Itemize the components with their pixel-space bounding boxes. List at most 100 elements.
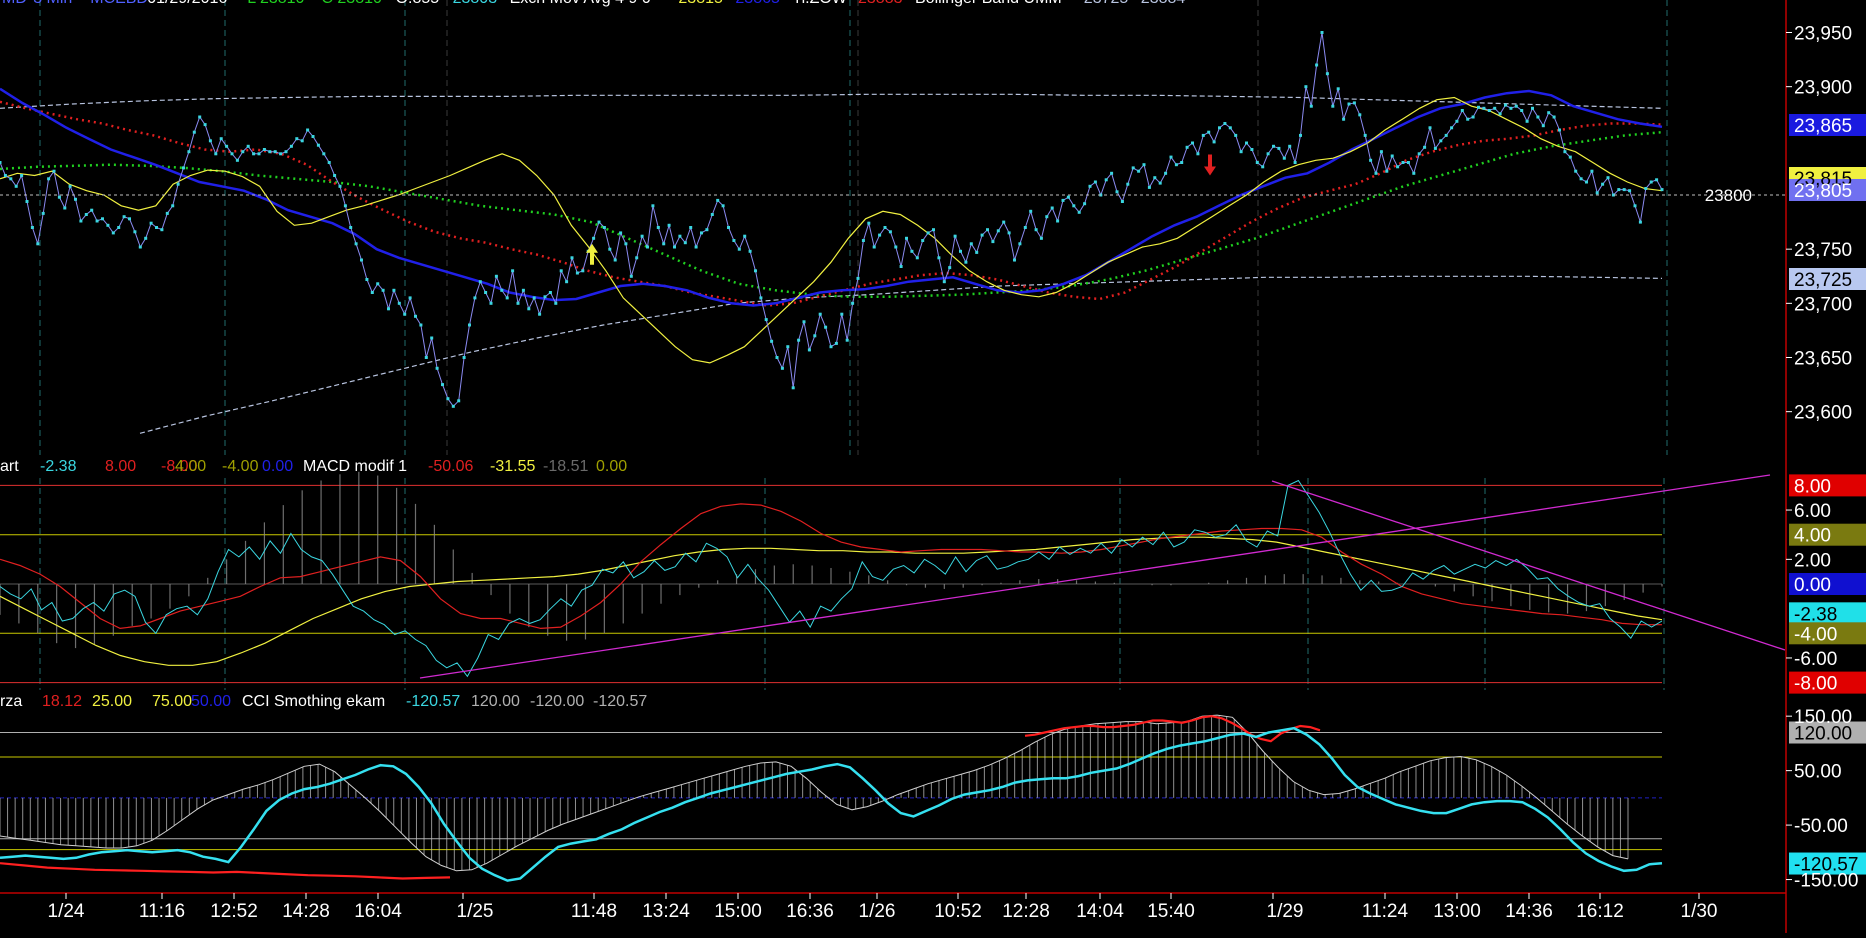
price-point xyxy=(991,240,995,244)
price-point xyxy=(25,200,29,203)
price-point xyxy=(538,312,542,316)
bollinger-lower-band xyxy=(139,275,1663,434)
price-point xyxy=(187,150,191,154)
price-point xyxy=(1585,180,1588,184)
price-point xyxy=(635,256,639,260)
price-point xyxy=(1525,119,1529,123)
header-item: Exch Mov Avg 4 9 0 xyxy=(510,0,651,7)
price-point xyxy=(840,312,844,316)
price-point xyxy=(678,234,682,238)
price-point xyxy=(122,215,126,219)
price-tick-label: 23,650 xyxy=(1794,349,1852,370)
price-point xyxy=(948,266,952,270)
header-item: 23815 xyxy=(678,0,723,7)
cci-legend-item: -120.00 xyxy=(530,693,584,710)
price-point xyxy=(1147,185,1151,189)
cci-level-badge xyxy=(1789,721,1866,744)
header-item: Bollinger Band UMM xyxy=(915,0,1062,7)
price-point xyxy=(851,301,855,305)
price-point xyxy=(1342,117,1346,121)
price-point xyxy=(1164,171,1168,175)
price-point xyxy=(1660,188,1664,192)
macd-tick-label: 6.00 xyxy=(1794,501,1831,522)
price-point xyxy=(915,256,919,260)
price-point xyxy=(1595,191,1599,195)
price-point xyxy=(1309,104,1313,108)
price-point xyxy=(57,195,61,199)
price-point xyxy=(1325,72,1329,76)
cci-level-label: -120.57 xyxy=(1794,855,1858,876)
price-point xyxy=(500,288,504,292)
price-point xyxy=(3,174,7,177)
price-point xyxy=(867,221,871,225)
time-axis-label: 14:36 xyxy=(1505,901,1553,922)
price-point xyxy=(856,276,860,280)
macd-level-badge xyxy=(1789,474,1866,497)
price-point xyxy=(468,323,471,327)
price-point xyxy=(1644,187,1648,190)
price-point xyxy=(343,204,347,208)
macd-legend-item: 0.00 xyxy=(262,458,293,475)
price-point xyxy=(1379,150,1383,154)
price-point xyxy=(1277,146,1281,150)
price-point xyxy=(192,130,196,134)
price-point xyxy=(0,161,2,164)
price-point xyxy=(802,320,806,324)
price-point xyxy=(721,204,725,208)
header-item: MD xyxy=(2,0,27,7)
price-point xyxy=(370,291,374,294)
price-point xyxy=(1212,140,1216,144)
price-tick-label: 23,950 xyxy=(1794,24,1852,45)
price-point xyxy=(786,345,790,349)
time-axis-label: 10:52 xyxy=(934,901,982,922)
price-point xyxy=(1250,148,1254,151)
price-point xyxy=(1282,156,1286,160)
macd-legend-item: -8.00 xyxy=(161,458,198,475)
price-point xyxy=(894,245,898,249)
price-point xyxy=(602,226,606,229)
header-item: 23725 xyxy=(1084,0,1129,7)
price-point xyxy=(759,296,763,300)
price-point xyxy=(279,152,283,156)
price-point xyxy=(807,348,811,352)
cci-legend-item: 18.12 xyxy=(42,693,82,710)
macd-legend-item: 8.00 xyxy=(105,458,136,475)
price-point xyxy=(489,301,493,305)
price-point xyxy=(246,144,250,148)
price-point xyxy=(662,242,666,246)
price-point xyxy=(791,386,795,390)
time-axis-label: 14:28 xyxy=(282,901,330,922)
reference-label: 23800 xyxy=(1705,186,1752,205)
price-point xyxy=(1601,182,1605,186)
price-point xyxy=(1331,104,1335,108)
price-point xyxy=(748,249,752,253)
price-point xyxy=(252,152,256,156)
macd-level-label: 0.00 xyxy=(1794,575,1831,596)
price-point xyxy=(1439,139,1443,143)
time-axis-label: 12:28 xyxy=(1002,901,1050,922)
cci-legend-item: 25.00 xyxy=(92,693,132,710)
price-point xyxy=(624,242,628,246)
price-badge-label: 23,815 xyxy=(1794,169,1852,190)
price-point xyxy=(996,229,1000,233)
macd-legend-prefix: art xyxy=(0,458,19,475)
time-axis-label: 16:12 xyxy=(1576,901,1624,922)
macd-tick-label: 2.00 xyxy=(1794,550,1831,571)
price-point xyxy=(1552,115,1556,119)
price-point xyxy=(845,338,849,342)
time-axis-label: 11:48 xyxy=(571,901,617,922)
header-item: L 23810 xyxy=(247,0,304,7)
price-point xyxy=(942,280,946,284)
price-point xyxy=(198,115,202,119)
price-point xyxy=(1406,161,1410,164)
price-point xyxy=(1255,161,1259,164)
price-point xyxy=(289,144,293,148)
price-point xyxy=(311,135,315,138)
price-point xyxy=(1218,126,1221,130)
price-point xyxy=(575,271,579,275)
price-point xyxy=(1363,133,1367,137)
time-axis-label: 12:52 xyxy=(210,901,258,922)
price-point xyxy=(565,280,569,284)
price-point xyxy=(651,204,655,208)
